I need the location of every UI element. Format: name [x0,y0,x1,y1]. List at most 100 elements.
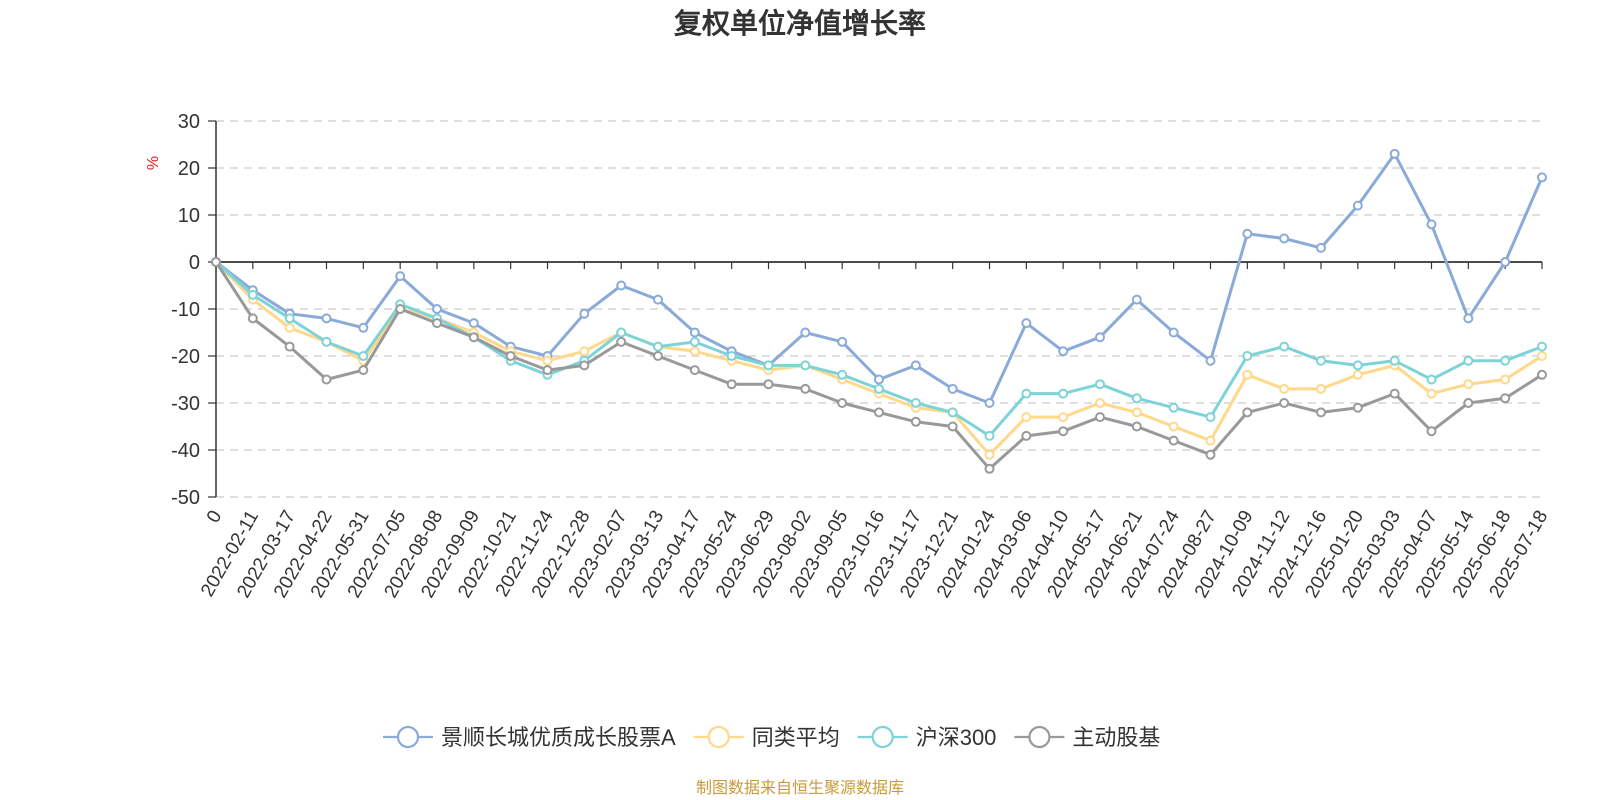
data-point [1463,398,1474,408]
data-point [1279,383,1290,394]
legend-circle-icon [871,725,894,749]
data-point [874,407,884,418]
data-point [874,374,884,385]
data-point [1537,172,1547,183]
data-point [653,341,663,352]
data-point [1021,412,1032,423]
data-point [984,463,995,474]
data-point [1205,355,1216,366]
data-point [395,304,406,314]
series-group [211,148,1547,408]
data-point [800,383,811,394]
data-point [1537,369,1547,380]
data-point [1389,388,1400,399]
data-point [947,383,958,394]
data-point [1500,374,1511,385]
data-point [1205,449,1216,460]
data-point [800,327,811,338]
legend-item[interactable]: 景顺长城优质成长股票A [383,725,676,750]
data-point [1279,233,1290,244]
series-line [214,152,1544,405]
data-point [689,327,700,338]
data-point [616,336,627,347]
legend-item[interactable]: 沪深300 [857,725,997,750]
y-tick-label: -50 [171,487,200,509]
data-point [1242,351,1253,361]
y-tick-label: 10 [178,205,200,227]
legend-item[interactable]: 主动股基 [1014,725,1160,750]
data-point [910,360,921,371]
data-point [1279,398,1290,408]
chart-title: 复权单位净值增长率 [674,7,926,39]
y-tick-label: -30 [171,393,200,415]
y-axis-unit-label: % [145,156,162,170]
data-point [284,341,295,352]
data-point [1095,332,1105,343]
data-point [1021,388,1032,399]
data-point [689,365,700,376]
legend[interactable]: 景顺长城优质成长股票A 同类平均 沪深300 主动股基 [383,725,1160,750]
data-point [984,398,995,408]
data-point [1058,426,1069,437]
data-point [1095,412,1105,423]
data-point [1316,242,1326,253]
data-point [1095,379,1105,390]
y-tick-label: 0 [189,252,200,274]
data-point [763,360,774,371]
data-point [247,289,258,300]
data-point [1168,435,1179,446]
series-line [214,260,1544,471]
data-point [689,336,700,347]
data-point [1463,355,1474,366]
data-point [1389,148,1400,159]
data-point [542,355,553,366]
legend-label: 主动股基 [1072,725,1160,750]
data-point [1168,327,1179,338]
data-point [358,365,369,376]
data-point [1500,257,1511,267]
y-tick-label: -40 [171,440,200,462]
data-point [247,313,258,324]
data-point [1426,426,1437,437]
data-point [726,351,737,361]
data-point [837,369,848,380]
data-point [874,383,884,394]
data-point [1352,369,1363,380]
data-point [910,416,921,427]
data-point [1426,388,1437,399]
data-point [321,336,332,347]
legend-label: 同类平均 [752,725,840,750]
data-point [1316,355,1326,366]
data-point [726,379,737,390]
data-point [1316,383,1326,394]
data-point [689,346,700,357]
data-point [1058,412,1069,423]
data-point [1537,351,1547,361]
data-point [1500,355,1511,366]
data-point [358,351,369,361]
legend-circle-icon [707,725,730,749]
data-point [321,374,332,385]
data-point [1205,412,1216,423]
data-point [1058,388,1069,399]
legend-item[interactable]: 同类平均 [693,725,840,750]
data-point [616,327,627,338]
data-point [1242,407,1253,418]
data-point [910,398,921,408]
data-point [1426,374,1437,385]
data-point [837,398,848,408]
data-point [1058,346,1069,357]
data-point [653,294,663,305]
legend-circle-icon [1028,725,1051,749]
data-point [1352,360,1363,371]
data-point [1205,435,1216,446]
data-point [984,430,995,441]
data-point [395,271,406,282]
series-layer [211,148,1547,474]
data-point [211,257,221,267]
data-point [1131,294,1142,305]
data-point [1021,430,1032,441]
grid-layer [216,120,1542,498]
data-point [1131,393,1142,404]
